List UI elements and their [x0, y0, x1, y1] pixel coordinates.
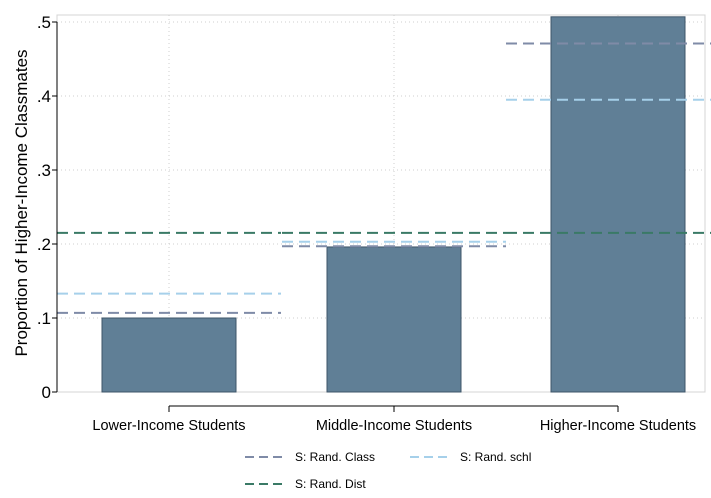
x-tick-label: Higher-Income Students	[540, 418, 696, 434]
legend-label: S: Rand. Class	[295, 450, 375, 464]
axes: 0 .1 .2 .3 .4 .5 Lower-Income Students Middle-I…	[12, 13, 696, 434]
legend: S: Rand. Class S: Rand. schl S: Rand. Dist	[245, 450, 531, 491]
y-tick-label: .4	[37, 87, 51, 106]
bar-middle-income-students	[326, 246, 462, 393]
bar-higher-income-students	[550, 16, 686, 393]
reference-lines	[57, 42, 711, 314]
legend-label: S: Rand. schl	[460, 450, 531, 464]
legend-label: S: Rand. Dist	[295, 477, 366, 491]
y-tick-label: .3	[37, 161, 51, 180]
y-tick-label: .1	[37, 309, 51, 328]
y-tick-label: .2	[37, 235, 51, 254]
y-tick-label: 0	[42, 383, 51, 402]
y-axis-title: Proportion of Higher-Income Classmates	[12, 49, 31, 356]
bars	[101, 16, 686, 393]
y-tick-label: .5	[37, 13, 51, 32]
x-tick-label: Middle-Income Students	[316, 418, 472, 434]
bar-lower-income-students	[101, 317, 237, 393]
x-tick-label: Lower-Income Students	[92, 418, 245, 434]
